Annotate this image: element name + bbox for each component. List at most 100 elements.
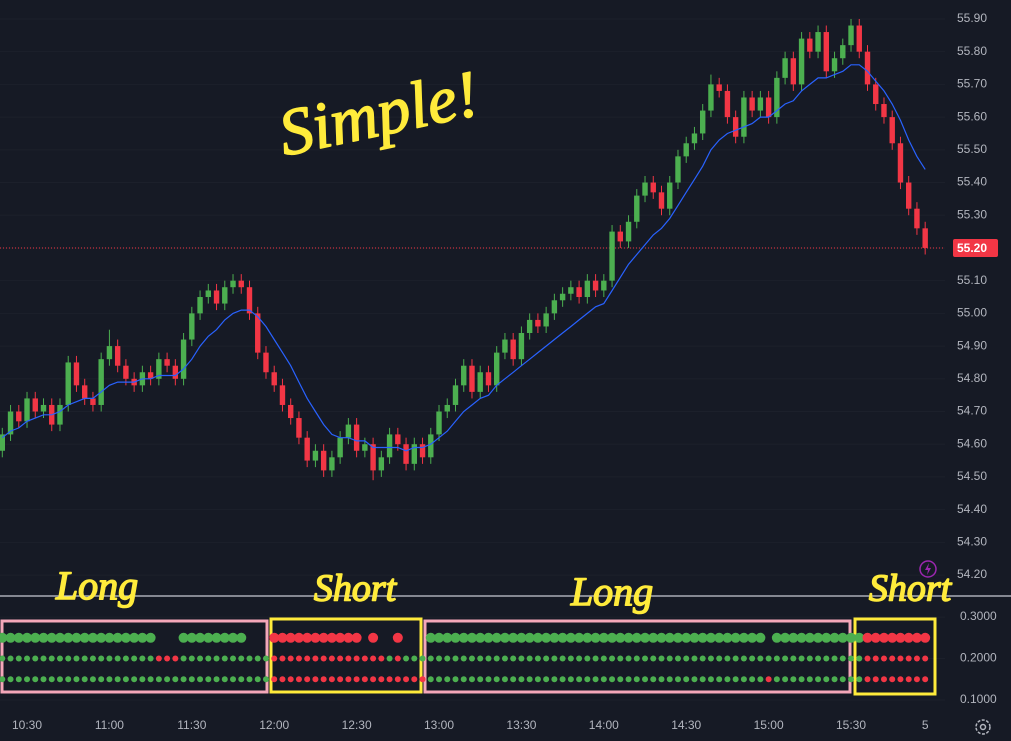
signal-dot [707,676,714,683]
signal-dot [922,676,929,683]
signal-dot [343,632,354,643]
alert-icon[interactable] [919,560,937,578]
candle-body [774,77,780,118]
candle-body [114,346,121,366]
candle-body [708,84,714,111]
signal-dot [557,632,568,643]
signal-dot [219,632,230,643]
signal-dot [195,632,206,643]
signal-dot [368,632,379,643]
signal-dot [434,632,445,643]
signal-dot [129,632,140,643]
signal-dot [361,676,368,683]
signal-dot [730,632,741,643]
signal-dot [846,632,857,643]
signal-dot [186,632,197,643]
candle-body [7,411,14,435]
candle-body [156,359,162,379]
signal-dot [139,676,146,683]
candle-body [82,385,88,399]
candle-body [823,32,829,72]
candle-body [683,143,689,157]
candle-body [147,372,154,379]
candle-body [395,434,401,445]
signal-dot [188,655,195,662]
signal-dot [920,632,931,643]
signal-dot [351,632,362,643]
signal-dot [444,676,451,683]
candle-body [782,58,788,78]
candle-body [255,313,261,353]
signal-dot [773,676,780,683]
signal-dot [460,676,467,683]
signal-dot [353,676,360,683]
signal-dot [815,676,822,683]
signal-dot [155,655,162,662]
signal-dot [89,655,96,662]
signal-dot [65,676,72,683]
signal-dot [335,632,346,643]
signal-dot [714,632,725,643]
signal-dot [691,655,698,662]
y-tick-label: 55.00 [957,306,987,320]
signal-dot [576,676,583,683]
annotation: Short [314,568,398,610]
signal-dot [378,676,385,683]
signal-dot [205,655,212,662]
signal-dot [574,632,585,643]
signal-dot [180,676,187,683]
x-tick-label: 15:30 [836,718,866,732]
y-tick-label: 54.70 [957,404,987,418]
signal-dot [796,632,807,643]
signal-dot [716,655,723,662]
candle-body [0,434,6,451]
y-tick-label: 55.40 [957,175,987,189]
signal-dot [755,632,766,643]
signal-dot [15,676,22,683]
candle-body [790,58,797,85]
signal-dot [691,676,698,683]
signal-dot [854,632,865,643]
candle-body [312,450,319,461]
signal-dot [600,655,607,662]
signal-dot [236,632,247,643]
signal-dot [48,655,55,662]
signal-dot [114,655,121,662]
x-tick-label: 15:00 [754,718,784,732]
signal-dot [913,676,920,683]
signal-dot [740,655,747,662]
candle-body [197,297,203,314]
candle-body [205,290,211,298]
signal-dot [813,632,824,643]
signal-dot [213,655,220,662]
signal-dot [862,632,873,643]
signal-dot [625,655,632,662]
signal-dot [394,655,401,662]
candle-body [32,398,38,412]
signal-dot [491,632,502,643]
signal-dot [312,676,319,683]
signal-dot [749,676,756,683]
signal-dot [658,676,665,683]
signal-dot [466,632,477,643]
signal-dot [164,655,171,662]
signal-dot [674,676,681,683]
y-tick-label: 54.80 [957,371,987,385]
signal-dot [131,655,138,662]
candle-body [691,133,698,144]
signal-dot [658,655,665,662]
signal-dot [839,676,846,683]
candle-body [922,228,928,248]
candle-body [279,385,286,405]
signal-dot [625,676,632,683]
signal-dot [732,655,739,662]
signal-dot [392,632,403,643]
candle-body [123,365,129,379]
signal-dot [804,632,815,643]
x-tick-label: 10:30 [12,718,42,732]
candle-body [906,182,912,209]
signal-dot [304,655,311,662]
x-tick-label: 12:30 [342,718,372,732]
candle-body [551,300,558,314]
settings-icon[interactable] [975,719,991,735]
